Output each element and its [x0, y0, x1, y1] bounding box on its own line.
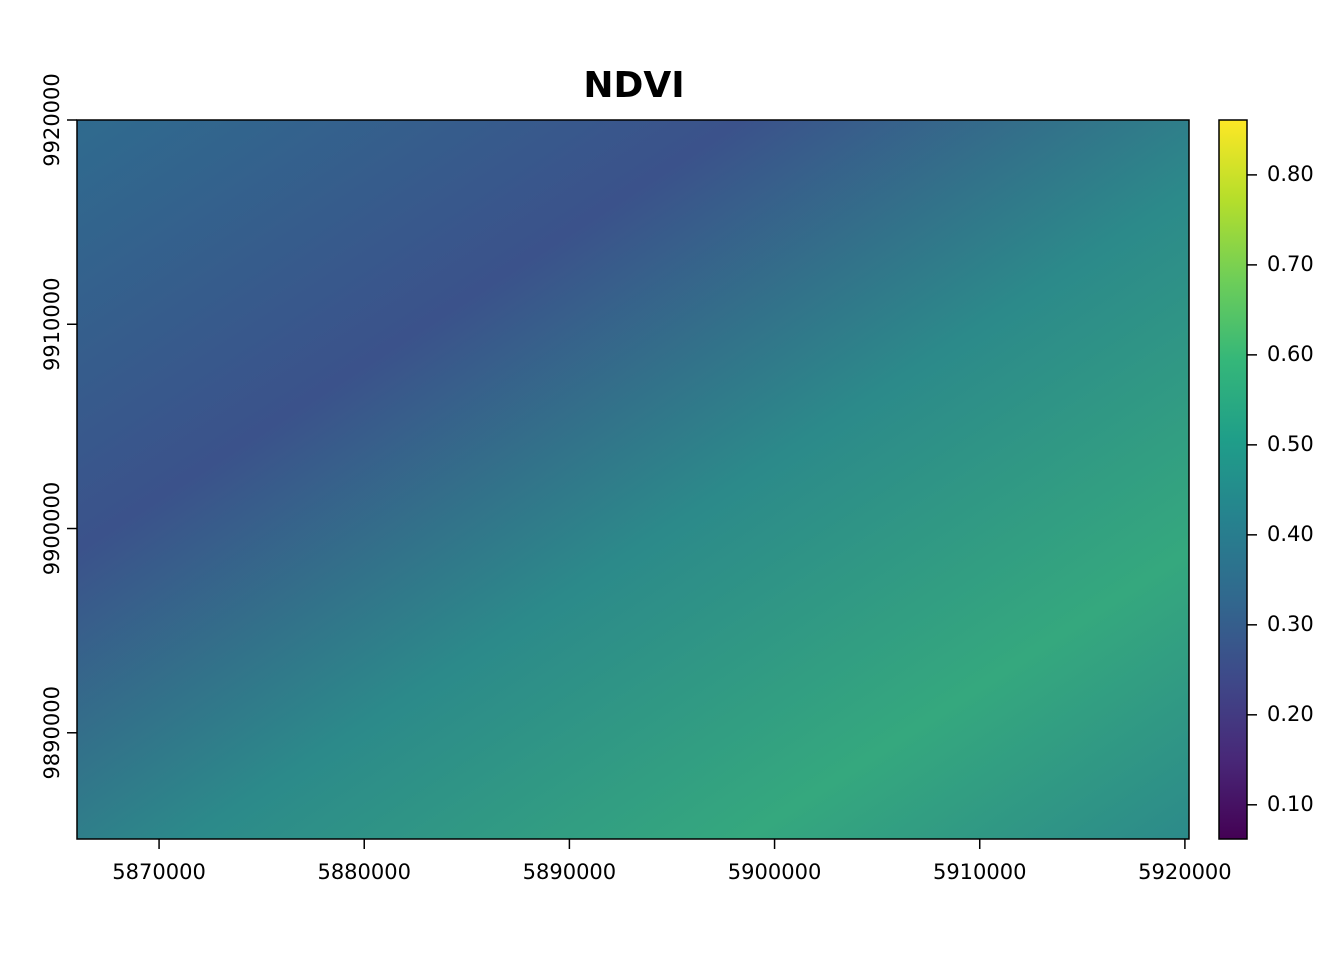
- y-tick-label: 9910000: [40, 277, 64, 371]
- x-tick-label: 5880000: [317, 860, 411, 884]
- chart-title: NDVI: [583, 65, 684, 106]
- y-tick-label: 9900000: [40, 482, 64, 576]
- x-tick-label: 5920000: [1138, 860, 1232, 884]
- colorbar-tick-label: 0.30: [1267, 612, 1314, 636]
- colorbar-tick-label: 0.60: [1267, 342, 1314, 366]
- y-tick-label: 9920000: [40, 73, 64, 167]
- colorbar-tick-label: 0.20: [1267, 702, 1314, 726]
- raster-image: [77, 120, 1189, 839]
- x-tick-label: 5900000: [728, 860, 822, 884]
- x-tick-label: 5890000: [523, 860, 617, 884]
- x-tick-label: 5910000: [933, 860, 1027, 884]
- colorbar-tick-label: 0.10: [1267, 792, 1314, 816]
- colorbar-tick-label: 0.80: [1267, 162, 1314, 186]
- colorbar-tick-label: 0.40: [1267, 522, 1314, 546]
- colorbar-tick-label: 0.70: [1267, 252, 1314, 276]
- colorbar: [1218, 119, 1248, 840]
- colorbar-tick-label: 0.50: [1267, 432, 1314, 456]
- y-tick-label: 9890000: [40, 686, 64, 780]
- plot-frame: [76, 119, 1190, 840]
- x-tick-label: 5870000: [112, 860, 206, 884]
